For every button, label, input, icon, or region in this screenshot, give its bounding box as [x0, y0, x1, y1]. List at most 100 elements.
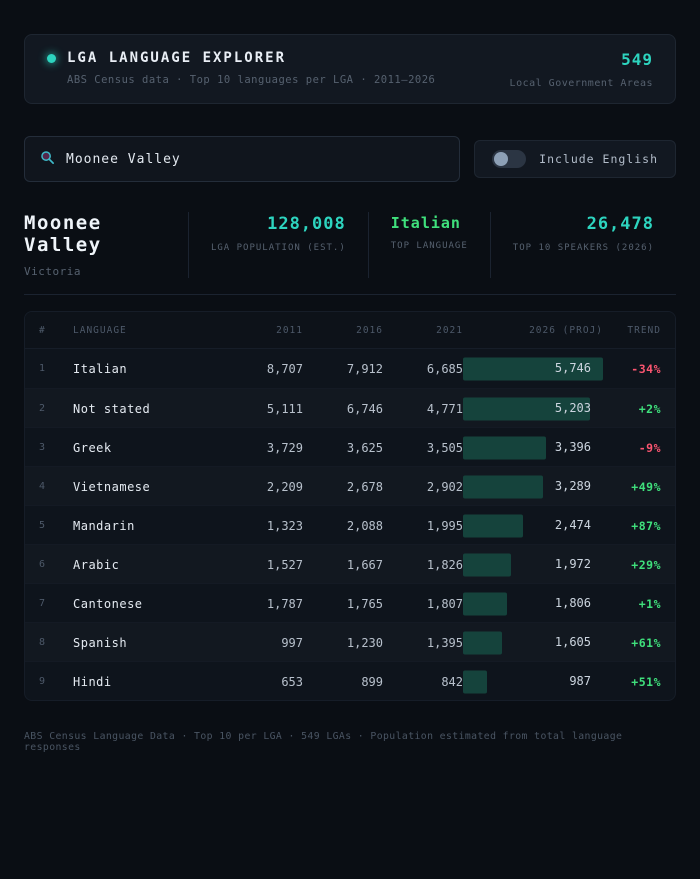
lga-name-block: Moonee Valley Victoria	[24, 212, 188, 278]
projection-bar	[463, 475, 544, 498]
top-language-label: TOP LANGUAGE	[390, 241, 468, 251]
projection-bar	[463, 397, 590, 420]
col-2026-proj: 2026 (PROJ)	[529, 324, 603, 336]
row-rank: 6	[39, 559, 46, 570]
stat-top-language: Italian TOP LANGUAGE	[367, 212, 490, 278]
projection-bar	[463, 631, 503, 654]
cell-2026: 5,746	[463, 349, 603, 388]
row-rank: 1	[39, 363, 46, 374]
table-row: 4 Vietnamese 2,209 2,678 2,902 3,289 +49…	[25, 466, 675, 505]
cell-2016: 1,230	[346, 635, 383, 650]
table-row: 1 Italian 8,707 7,912 6,685 5,746 -34%	[25, 349, 675, 388]
stat-population: 128,008 LGA POPULATION (EST.)	[187, 212, 368, 278]
row-language: Cantonese	[73, 596, 143, 611]
row-language: Mandarin	[73, 518, 135, 533]
cell-trend: +51%	[631, 674, 661, 689]
status-dot-icon	[47, 53, 56, 63]
table-body: 1 Italian 8,707 7,912 6,685 5,746 -34% 2…	[25, 349, 675, 700]
cell-2011: 2,209	[266, 479, 303, 494]
cell-2021: 1,826	[426, 557, 463, 572]
cell-2021: 1,395	[426, 635, 463, 650]
app-header: LGA LANGUAGE EXPLORER ABS Census data · …	[24, 34, 676, 104]
cell-2026-value: 987	[569, 674, 591, 688]
top10-speakers-value: 26,478	[586, 214, 654, 234]
footer-note: ABS Census Language Data · Top 10 per LG…	[24, 731, 623, 753]
header-right: 549 Local Government Areas	[510, 50, 653, 89]
col-language: LANGUAGE	[73, 324, 127, 336]
cell-2026-value: 1,806	[554, 596, 591, 610]
cell-2016: 7,912	[346, 361, 383, 376]
cell-2026-value: 1,605	[554, 635, 591, 649]
search-box[interactable]	[24, 136, 461, 182]
cell-2026: 987	[463, 662, 603, 700]
col-2016: 2016	[356, 324, 383, 336]
row-language: Arabic	[73, 557, 120, 572]
include-english-toggle[interactable]	[492, 150, 527, 168]
cell-2016: 1,765	[346, 596, 383, 611]
cell-2026-value: 3,396	[554, 440, 591, 454]
population-label: LGA POPULATION (EST.)	[210, 243, 346, 253]
table-header: # LANGUAGE 2011 2016 2021 2026 (PROJ) TR…	[25, 312, 675, 349]
cell-2026: 1,972	[463, 545, 603, 584]
table-row: 6 Arabic 1,527 1,667 1,826 1,972 +29%	[25, 544, 675, 583]
search-icon	[40, 150, 55, 169]
cell-2021: 1,807	[426, 596, 463, 611]
cell-2011: 8,707	[266, 361, 303, 376]
projection-bar	[463, 514, 524, 537]
top10-speakers-label: TOP 10 SPEAKERS (2026)	[512, 243, 654, 253]
cell-2026-value: 3,289	[554, 479, 591, 493]
col-2011: 2011	[276, 324, 303, 336]
cell-2011: 1,323	[266, 518, 303, 533]
cell-2021: 2,902	[426, 479, 463, 494]
lga-count-label: Local Government Areas	[509, 78, 653, 89]
row-rank: 3	[39, 442, 46, 453]
include-english-toggle-box[interactable]: Include English	[474, 140, 676, 178]
cell-2011: 3,729	[266, 440, 303, 455]
app-title: LGA LANGUAGE EXPLORER	[67, 50, 287, 66]
cell-2021: 1,995	[426, 518, 463, 533]
cell-2011: 1,527	[266, 557, 303, 572]
cell-2016: 1,667	[346, 557, 383, 572]
page: LGA LANGUAGE EXPLORER ABS Census data · …	[24, 34, 676, 753]
search-row: Include English	[24, 136, 676, 182]
top-language-value: Italian	[390, 214, 461, 232]
table-row: 5 Mandarin 1,323 2,088 1,995 2,474 +87%	[25, 505, 675, 544]
projection-bar	[463, 357, 603, 380]
table-row: 3 Greek 3,729 3,625 3,505 3,396 -9%	[25, 427, 675, 466]
cell-2016: 899	[361, 674, 383, 689]
cell-2016: 2,088	[346, 518, 383, 533]
cell-2021: 4,771	[426, 401, 463, 416]
col-rank: #	[39, 324, 46, 336]
col-trend: TREND	[627, 324, 661, 336]
cell-2011: 997	[281, 635, 303, 650]
cell-2026: 3,396	[463, 428, 603, 467]
cell-2026: 5,203	[463, 389, 603, 428]
row-rank: 2	[39, 403, 46, 414]
cell-2026: 2,474	[463, 506, 603, 545]
lga-summary: Moonee Valley Victoria 128,008 LGA POPUL…	[24, 212, 676, 295]
projection-bar	[463, 592, 507, 615]
cell-trend: +87%	[631, 518, 661, 533]
cell-2011: 5,111	[266, 401, 303, 416]
language-table: # LANGUAGE 2011 2016 2021 2026 (PROJ) TR…	[24, 311, 676, 701]
cell-2011: 1,787	[266, 596, 303, 611]
cell-2021: 3,505	[426, 440, 463, 455]
header-left: LGA LANGUAGE EXPLORER ABS Census data · …	[47, 50, 435, 86]
row-rank: 9	[39, 676, 46, 687]
table-row: 7 Cantonese 1,787 1,765 1,807 1,806 +1%	[25, 583, 675, 622]
stat-top10-speakers: 26,478 TOP 10 SPEAKERS (2026)	[489, 212, 676, 278]
app-subtitle: ABS Census data · Top 10 languages per L…	[67, 74, 436, 86]
row-language: Not stated	[73, 401, 151, 416]
cell-2026: 3,289	[463, 467, 603, 506]
table-row: 2 Not stated 5,111 6,746 4,771 5,203 +2%	[25, 388, 675, 427]
projection-bar	[463, 553, 512, 576]
cell-2026-value: 5,746	[554, 361, 591, 375]
lga-count: 549	[621, 50, 653, 69]
cell-2026-value: 2,474	[554, 518, 591, 532]
search-input[interactable]	[66, 151, 445, 167]
cell-2021: 842	[441, 674, 463, 689]
cell-trend: +29%	[631, 557, 661, 572]
cell-trend: +1%	[638, 596, 661, 611]
toggle-label: Include English	[539, 152, 658, 166]
table-row: 9 Hindi 653 899 842 987 +51%	[25, 661, 675, 700]
